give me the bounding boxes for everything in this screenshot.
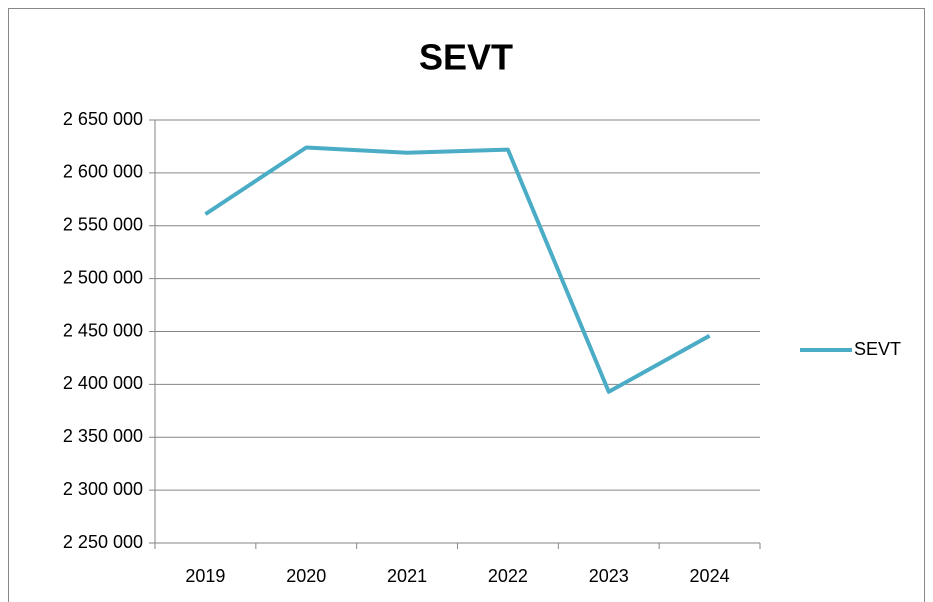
y-tick-label: 2 300 000 (63, 479, 143, 499)
x-tick-label: 2019 (185, 566, 225, 586)
y-tick-label: 2 250 000 (63, 532, 143, 552)
x-tick-label: 2024 (690, 566, 730, 586)
y-tick-label: 2 350 000 (63, 426, 143, 446)
y-tick-label: 2 400 000 (63, 373, 143, 393)
legend-label: SEVT (854, 339, 901, 359)
x-tick-label: 2020 (286, 566, 326, 586)
chart-border (8, 8, 925, 602)
y-tick-label: 2 600 000 (63, 162, 143, 182)
y-tick-label: 2 500 000 (63, 267, 143, 287)
x-tick-label: 2022 (488, 566, 528, 586)
x-tick-label: 2023 (589, 566, 629, 586)
y-tick-label: 2 450 000 (63, 320, 143, 340)
y-tick-label: 2 650 000 (63, 109, 143, 129)
x-tick-label: 2021 (387, 566, 427, 586)
series-line (204, 145, 711, 394)
chart-title: SEVT (419, 37, 513, 78)
y-tick-label: 2 550 000 (63, 215, 143, 235)
